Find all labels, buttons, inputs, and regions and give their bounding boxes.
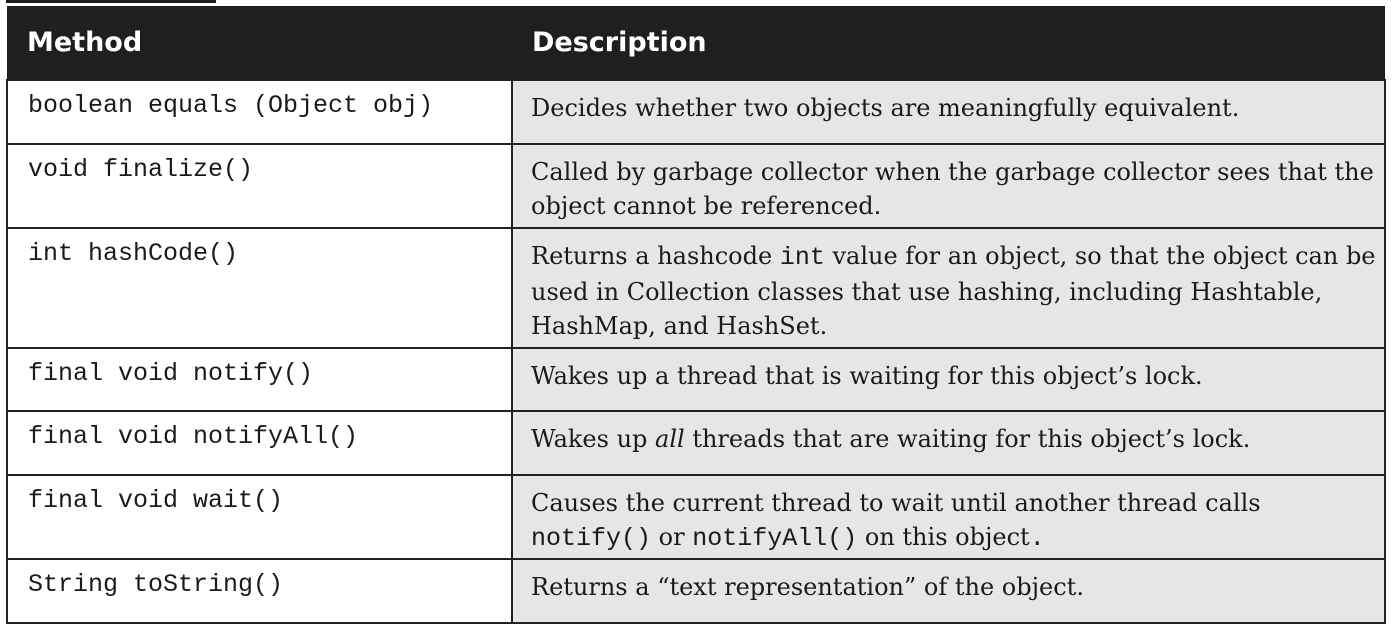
- inline-code: notify(): [531, 524, 652, 553]
- table-row: final void notifyAll() Wakes up all thre…: [6, 410, 1386, 476]
- inline-code: .: [1029, 524, 1045, 553]
- method-cell: final void notify(): [6, 347, 513, 412]
- table-row: void finalize() Called by garbage collec…: [6, 143, 1386, 229]
- emphasis-text: all: [655, 425, 685, 453]
- inline-code: notifyAll(): [692, 524, 858, 553]
- object-methods-table: Method Description boolean equals (Objec…: [6, 6, 1386, 624]
- description-text: on this object: [857, 523, 1030, 551]
- description-cell: Wakes up a thread that is waiting for th…: [511, 347, 1386, 412]
- description-text: threads that are waiting for this object…: [684, 425, 1251, 453]
- inline-code: int: [779, 243, 825, 272]
- description-cell: Called by garbage collector when the gar…: [511, 143, 1386, 229]
- description-cell: Wakes up all threads that are waiting fo…: [511, 410, 1386, 476]
- method-cell: int hashCode(): [6, 227, 513, 349]
- description-text: value for an object, so that the object …: [531, 242, 1376, 340]
- table-body: boolean equals (Object obj) Decides whet…: [6, 79, 1386, 624]
- table-row: final void notify() Wakes up a thread th…: [6, 347, 1386, 412]
- table-header: Method Description: [7, 6, 1385, 80]
- table-row: boolean equals (Object obj) Decides whet…: [6, 79, 1386, 145]
- description-text: or: [651, 523, 693, 551]
- description-text: Causes the current thread to wait until …: [531, 489, 1261, 517]
- description-cell: Returns a hashcode int value for an obje…: [511, 227, 1386, 349]
- method-column-header: Method: [27, 27, 143, 58]
- method-cell: final void wait(): [6, 474, 513, 560]
- top-rule: [6, 0, 216, 3]
- header-row: Method Description: [7, 6, 1385, 80]
- method-cell: boolean equals (Object obj): [6, 79, 513, 145]
- table-row: final void wait() Causes the current thr…: [6, 474, 1386, 560]
- table-row: String toString() Returns a “text repres…: [6, 558, 1386, 624]
- description-text: Wakes up: [531, 425, 656, 453]
- description-cell: Decides whether two objects are meaningf…: [511, 79, 1386, 145]
- description-column-header: Description: [532, 27, 707, 58]
- description-text: Returns a hashcode: [531, 242, 780, 270]
- method-cell: String toString(): [6, 558, 513, 624]
- table-row: int hashCode() Returns a hashcode int va…: [6, 227, 1386, 349]
- description-cell: Causes the current thread to wait until …: [511, 474, 1386, 560]
- method-cell: final void notifyAll(): [6, 410, 513, 476]
- description-cell: Returns a “text representation” of the o…: [511, 558, 1386, 624]
- method-cell: void finalize(): [6, 143, 513, 229]
